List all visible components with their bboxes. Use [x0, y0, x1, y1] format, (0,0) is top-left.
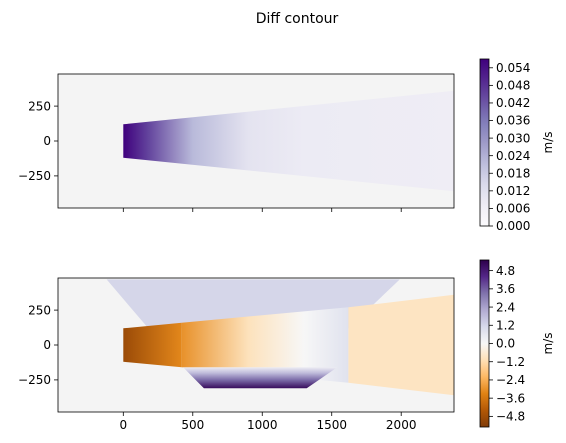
bottom-y-tick-label: 0 [43, 338, 51, 352]
bottom-y-tick-label: −250 [18, 373, 51, 387]
top-colorbar-tick-label: 0.006 [496, 202, 530, 216]
top-colorbar-tick-label: 0.024 [496, 149, 530, 163]
top-colorbar-tick-label: 0.048 [496, 79, 530, 93]
bottom-colorbar-tick-label: 2.4 [496, 300, 515, 314]
bottom-region-left-wedge [123, 322, 182, 368]
bottom-region-lower-trapezoid [183, 367, 338, 389]
top-y-tick-label: 250 [28, 99, 51, 113]
top-colorbar-tick-label: 0.042 [496, 96, 530, 110]
top-colorbar-frame [479, 58, 490, 227]
top-y-tick-label: 0 [43, 134, 51, 148]
bottom-x-tick-label: 0 [119, 418, 127, 432]
top-y-tick-label: −250 [18, 169, 51, 183]
bottom-x-tick-label: 500 [181, 418, 204, 432]
bottom-colorbar-tick-label: 3.6 [496, 282, 515, 296]
bottom-colorbar-tick-label: −4.8 [496, 410, 525, 424]
bottom-x-tick-label: 1500 [316, 418, 347, 432]
top-colorbar-tick-label: 0.000 [496, 219, 530, 233]
top-region-wedge [123, 90, 454, 192]
bottom-x-tick-label: 2000 [386, 418, 417, 432]
bottom-colorbar: −4.8 −3.6 −2.4 −1.2 0.0 1.2 2.4 3.6 4.8 m/s [479, 259, 555, 428]
chart-title: Diff contour [256, 11, 339, 27]
bottom-colorbar-tick-label: 4.8 [496, 264, 515, 278]
top-colorbar: 0.000 0.006 0.012 0.018 0.024 0.030 0.036 0.042… [479, 58, 555, 233]
top-plot: −250 0 250 [18, 73, 455, 212]
bottom-colorbar-gradient [480, 260, 489, 427]
bottom-colorbar-tick-label: 0.0 [496, 337, 515, 351]
top-colorbar-tick-label: 0.054 [496, 61, 530, 75]
bottom-x-tick-label: 1000 [247, 418, 278, 432]
bottom-colorbar-tick-label: −3.6 [496, 391, 525, 405]
top-colorbar-gradient [480, 59, 489, 226]
top-colorbar-tick-label: 0.018 [496, 166, 530, 180]
top-colorbar-tick-label: 0.030 [496, 131, 530, 145]
top-colorbar-tick-label: 0.036 [496, 114, 530, 128]
bottom-colorbar-tick-label: 1.2 [496, 318, 515, 332]
bottom-colorbar-tick-label: −1.2 [496, 355, 525, 369]
bottom-plot: 0 500 1000 1500 2000 −250 0 250 [18, 277, 455, 432]
bottom-colorbar-label: m/s [541, 333, 555, 355]
bottom-region-middle-band [181, 307, 349, 383]
bottom-region-right-wedge [348, 294, 454, 396]
top-colorbar-label: m/s [541, 132, 555, 154]
top-colorbar-tick-label: 0.012 [496, 184, 530, 198]
bottom-y-tick-label: 250 [28, 303, 51, 317]
bottom-colorbar-tick-label: −2.4 [496, 373, 525, 387]
